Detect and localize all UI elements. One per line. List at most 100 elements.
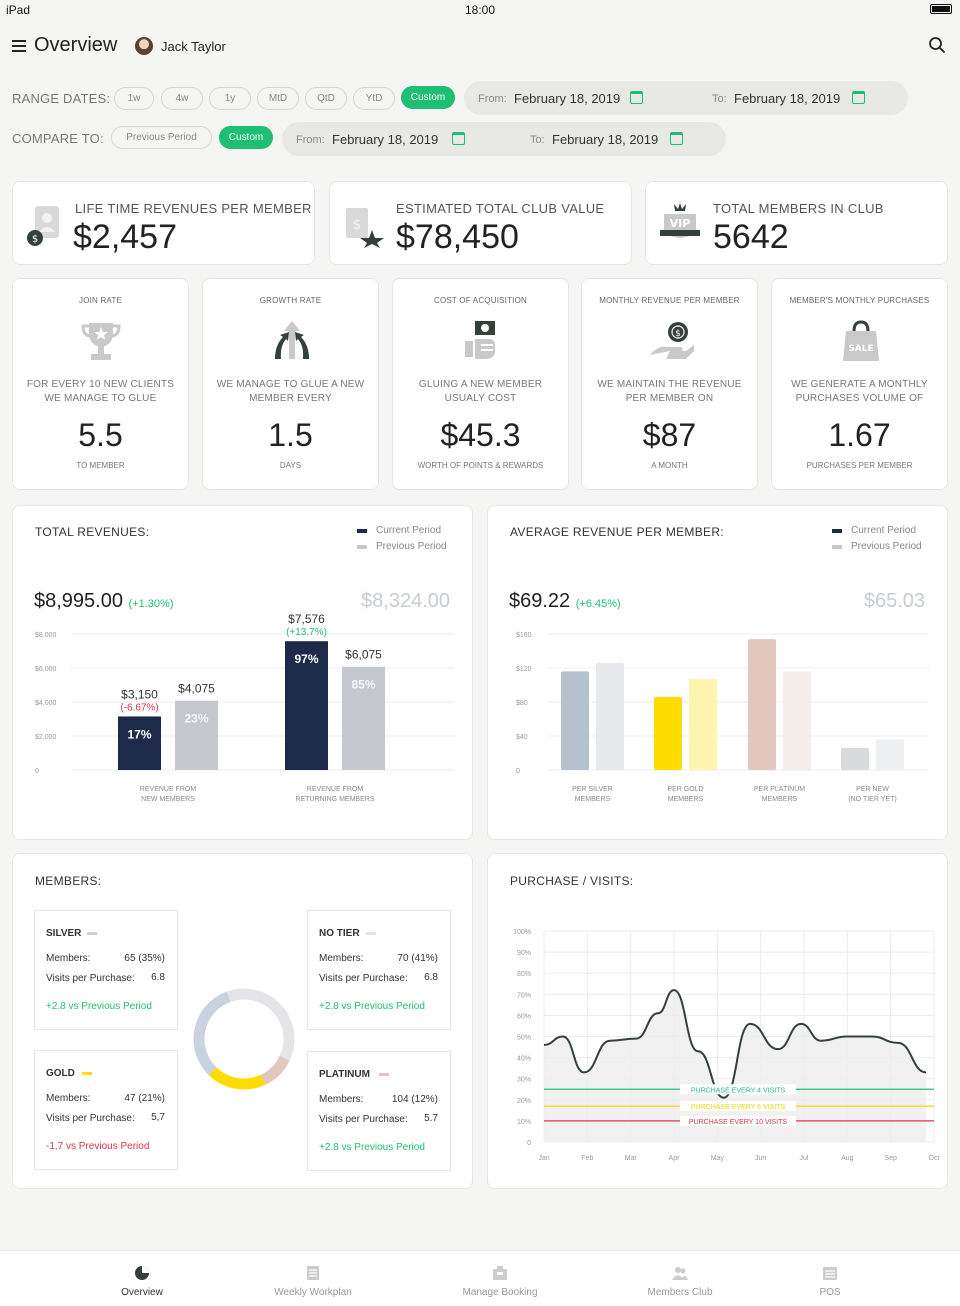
avatar[interactable] [135, 37, 153, 55]
x-tick-label: Aug [841, 1155, 854, 1162]
range-option-custom[interactable]: Custom [401, 86, 455, 109]
bar-current [118, 716, 161, 770]
range-from-label: From: [478, 93, 507, 105]
kpi-value: 5642 [713, 218, 789, 256]
kpi-footnote: PURCHASES PER MEMBER [806, 461, 913, 470]
data-change-label: (-6.67%) [120, 702, 158, 713]
hamburger-menu-icon[interactable] [12, 40, 26, 52]
range-option-ytd[interactable]: YtD [353, 87, 395, 110]
compare-option-custom[interactable]: Custom [219, 126, 273, 149]
compare-option-previous-period[interactable]: Previous Period [111, 126, 212, 149]
x-tick-label: Sep [884, 1155, 897, 1162]
average-revenue-card: AVERAGE REVENUE PER MEMBER: Current Peri… [487, 505, 948, 840]
range-from-value[interactable]: February 18, 2019 [514, 91, 621, 106]
bar-previous [596, 662, 624, 770]
kpi-value: $78,450 [396, 218, 519, 256]
bar-inner-label: 23% [184, 712, 208, 726]
device-label: iPad [6, 3, 31, 17]
bar-current [285, 641, 328, 770]
status-bar: iPad 18:00 [0, 0, 960, 20]
y-tick-label: 0 [527, 1140, 531, 1147]
range-option-qtd[interactable]: QtD [305, 87, 347, 110]
x-tick-label: MEMBERS [668, 796, 704, 803]
tab-overview[interactable]: Overview [82, 1251, 202, 1306]
y-tick-label: 40% [517, 1056, 531, 1063]
calendar-icon[interactable] [852, 91, 865, 104]
calendar-icon[interactable] [630, 91, 643, 104]
x-tick-label: Apr [669, 1155, 681, 1162]
kpi-card-join-rate: JOIN RATE FOR EVERY 10 NEW CLIENTS WE MA… [12, 278, 189, 490]
range-option-4w[interactable]: 4w [161, 87, 203, 110]
chart-main-value: $8,995.00 (+1.30%) [34, 590, 174, 613]
svg-text:$: $ [32, 234, 38, 245]
range-to-value[interactable]: February 18, 2019 [734, 91, 841, 106]
range-option-1y[interactable]: 1y [209, 87, 251, 110]
tier-box-no-tier: NO TIER Members: 70 (41%) Visits per Purc… [307, 910, 451, 1030]
compare-from-label: From: [296, 134, 325, 146]
tab-pos[interactable]: POS [770, 1251, 890, 1306]
compare-to-value[interactable]: February 18, 2019 [552, 132, 659, 147]
visits-label: Visits per Purchase: [319, 1114, 408, 1125]
average-revenue-chart: 0 $40 $80 $120 $160 PER SILVER MEMBERS PER GOLD… [516, 632, 929, 803]
tab-members-club[interactable]: Members Club [620, 1251, 740, 1306]
bar-current [654, 696, 682, 770]
y-tick-label: 60% [517, 1013, 531, 1020]
chart-previous-value: $8,324.00 [361, 590, 450, 612]
x-tick-label: PER NEW [856, 786, 889, 793]
sale-bag-icon: SALE [843, 320, 879, 361]
tab-label: POS [819, 1287, 841, 1298]
tab-label: Weekly Workplan [274, 1287, 352, 1298]
members-value: 65 (35%) [124, 953, 165, 964]
range-date-picker[interactable]: From: February 18, 2019 To: February 18,… [464, 81, 908, 115]
calendar-icon[interactable] [670, 132, 683, 145]
tab-manage-booking[interactable]: Manage Booking [440, 1251, 560, 1306]
compare-date-picker[interactable]: From: February 18, 2019 To: February 18,… [282, 122, 726, 156]
x-tick-label: Jan [538, 1155, 549, 1162]
visits-value: 6.8 [424, 972, 438, 983]
legend-swatch-previous [357, 545, 367, 549]
user-name[interactable]: Jack Taylor [161, 39, 226, 54]
kpi-value: 5.5 [78, 417, 123, 453]
kpi-value: $2,457 [73, 218, 177, 256]
members-label: Members: [46, 1093, 91, 1104]
x-tick-label: (NO TIER YET) [848, 796, 896, 803]
y-tick-label: $160 [516, 632, 532, 639]
x-tick-label: Jul [800, 1155, 809, 1162]
kpi-card-total-members: VIP TOTAL MEMBERS IN CLUB 5642 [645, 181, 948, 265]
tier-name: SILVER [46, 928, 82, 939]
visits-value: 6.8 [151, 972, 165, 983]
tab-label: Members Club [647, 1287, 713, 1298]
trophy-icon [81, 323, 121, 360]
tab-weekly-workplan[interactable]: Weekly Workplan [253, 1251, 373, 1306]
compare-from-value[interactable]: February 18, 2019 [332, 132, 439, 147]
bar-inner-label: 97% [294, 652, 318, 666]
members-value: 47 (21%) [124, 1093, 165, 1104]
kpi-description: WE MANAGE TO GLUE A NEW MEMBER EVERY [216, 379, 365, 404]
y-tick-label: $6,000 [35, 666, 57, 673]
x-tick-label: NEW MEMBERS [141, 796, 195, 803]
chart-previous-value: $65.03 [863, 590, 925, 612]
total-revenues-card: TOTAL REVENUES: Current Period Previous … [12, 505, 473, 840]
range-option-mtd[interactable]: MtD [257, 87, 299, 110]
tier-box-silver: SILVER Members: 65 (35%) Visits per Purch… [34, 910, 178, 1030]
range-dates-label: RANGE DATES: [12, 91, 111, 106]
reference-label: PURCHASE EVERY 4 VISITS [691, 1087, 786, 1094]
x-tick-label: PER GOLD [667, 786, 703, 793]
bar-previous [689, 679, 717, 770]
range-option-1w[interactable]: 1w [114, 87, 154, 110]
x-tick-label: PER PLATINUM [754, 786, 805, 793]
calendar-icon[interactable] [452, 132, 465, 145]
app-header: Overview Jack Taylor [0, 28, 960, 64]
total-revenues-chart: 0 $2,000 $4,000 $6,000 $8,000 REVENUE FROM NEW… [35, 612, 454, 803]
y-tick-label: 0 [516, 768, 520, 775]
main-value: $8,995.00 [34, 590, 123, 612]
chart-title: PURCHASE / VISITS: [510, 874, 634, 888]
chart-title: AVERAGE REVENUE PER MEMBER: [510, 525, 724, 539]
members-value: 70 (41%) [397, 953, 438, 964]
bar-previous [876, 739, 904, 770]
members-donut-chart [193, 988, 295, 1090]
x-tick-label: RETURNING MEMBERS [296, 796, 375, 803]
kpi-footnote: A MONTH [651, 461, 688, 470]
search-icon[interactable] [928, 36, 946, 54]
tier-swatch [379, 1073, 389, 1076]
